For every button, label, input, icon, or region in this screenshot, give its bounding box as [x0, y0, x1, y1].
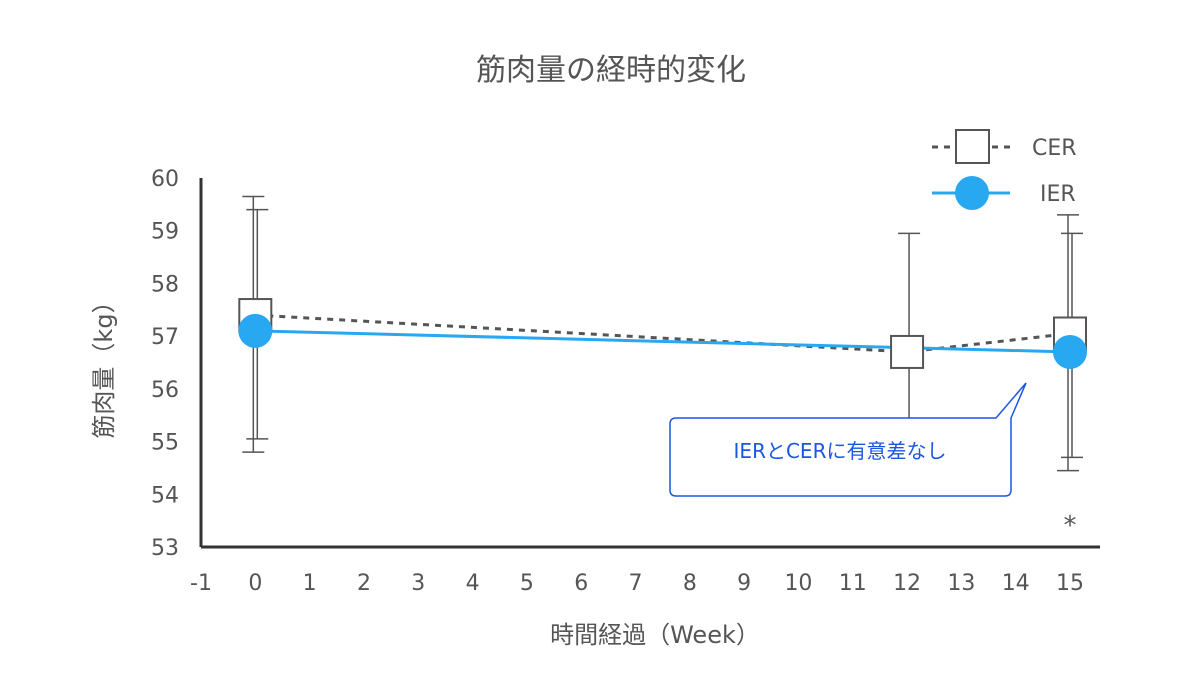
- x-tick-label: 4: [466, 571, 480, 596]
- ier-point-marker: [1053, 334, 1087, 369]
- x-tick-label: -1: [190, 571, 212, 596]
- cer-point-marker: [890, 334, 925, 369]
- legend-ier-marker: [955, 176, 989, 210]
- x-axis-label: 時間経過（Week）: [550, 621, 760, 649]
- x-tick-label: 13: [947, 571, 975, 596]
- ier-point-marker: [238, 313, 273, 348]
- y-tick-label: 53: [151, 536, 179, 561]
- x-tick-label: 15: [1056, 571, 1084, 596]
- x-tick-label: 6: [574, 571, 588, 596]
- callout-shape: [669, 382, 1027, 497]
- x-tick-label: 5: [520, 571, 534, 596]
- x-tick-label: 9: [737, 571, 751, 596]
- x-tick-label: 1: [303, 571, 317, 596]
- legend-ier-label: IER: [1040, 182, 1076, 207]
- x-tick-label: 8: [683, 571, 697, 596]
- legend: CER IER: [932, 129, 1077, 210]
- y-tick-label: 55: [151, 431, 179, 456]
- x-tick-label: 12: [893, 571, 921, 596]
- legend-cer-label: CER: [1032, 136, 1077, 161]
- chart-title: 筋肉量の経時的変化: [476, 53, 746, 88]
- y-tick-label: 54: [151, 483, 179, 508]
- series-lines: [255, 313, 1071, 354]
- series-markers: [238, 298, 1087, 369]
- x-tick-label: 10: [784, 571, 812, 596]
- x-tick-label: 7: [629, 571, 643, 596]
- y-tick-label: 59: [151, 220, 179, 245]
- axes: [199, 178, 1100, 549]
- y-tick-label: 60: [151, 167, 179, 192]
- x-tick-label: 14: [1002, 571, 1030, 596]
- y-tick-label: 56: [151, 378, 179, 403]
- callout-text: IERとCERに有意差なし: [734, 439, 947, 463]
- callout-box: IERとCERに有意差なし: [669, 382, 1027, 497]
- ier-series-line: [255, 329, 1071, 354]
- x-tick-label: 11: [839, 571, 867, 596]
- x-tick-label: 3: [411, 571, 425, 596]
- significance-star: *: [1064, 511, 1077, 541]
- legend-cer-marker: [955, 129, 990, 164]
- x-tick-label: 0: [248, 571, 262, 596]
- y-axis-label: 筋肉量（kg）: [90, 289, 118, 438]
- y-tick-label: 57: [151, 325, 179, 350]
- y-tick-label: 58: [151, 272, 179, 297]
- x-tick-label: 2: [357, 571, 371, 596]
